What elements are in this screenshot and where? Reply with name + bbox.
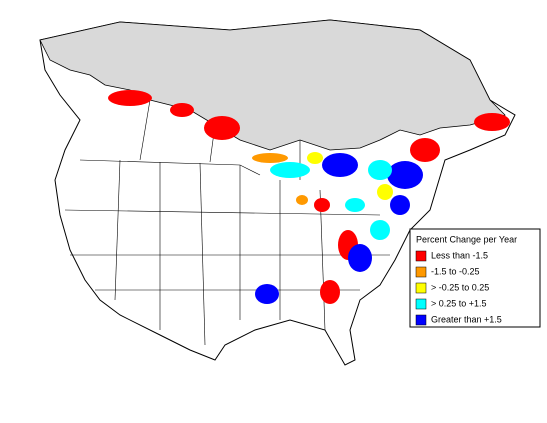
survey-area	[252, 153, 288, 163]
legend-title: Percent Change per Year	[416, 234, 517, 244]
legend-label: Greater than +1.5	[431, 314, 502, 324]
survey-area	[320, 280, 340, 304]
survey-area	[322, 153, 358, 177]
survey-area	[348, 244, 372, 272]
legend-label: > 0.25 to +1.5	[431, 298, 487, 308]
survey-area	[170, 103, 194, 117]
survey-area	[108, 90, 152, 106]
legend-swatch	[415, 250, 427, 262]
legend-box	[409, 228, 541, 328]
legend-label: -1.5 to -0.25	[431, 266, 480, 276]
survey-area	[345, 198, 365, 212]
legend-label: Less than -1.5	[431, 250, 488, 260]
survey-area	[204, 116, 240, 140]
survey-area	[377, 184, 393, 200]
legend-items: Less than -1.5 -1.5 to -0.25 > -0.25 to 0.…	[415, 250, 502, 326]
survey-area	[307, 152, 323, 164]
legend-swatch	[415, 266, 427, 278]
survey-area	[387, 161, 423, 189]
legend-swatch	[415, 282, 427, 294]
survey-area	[474, 113, 510, 131]
legend-label: > -0.25 to 0.25	[431, 282, 489, 292]
borders	[64, 99, 390, 346]
survey-area	[270, 162, 310, 178]
survey-area	[314, 198, 330, 212]
survey-area	[410, 138, 440, 162]
survey-areas	[108, 90, 510, 304]
northern-region	[39, 19, 506, 151]
survey-area	[370, 220, 390, 240]
survey-area	[368, 160, 392, 180]
survey-area	[296, 195, 308, 205]
legend-swatch	[415, 298, 427, 310]
survey-area	[255, 284, 279, 304]
legend-swatch	[415, 314, 427, 326]
survey-area	[390, 195, 410, 215]
